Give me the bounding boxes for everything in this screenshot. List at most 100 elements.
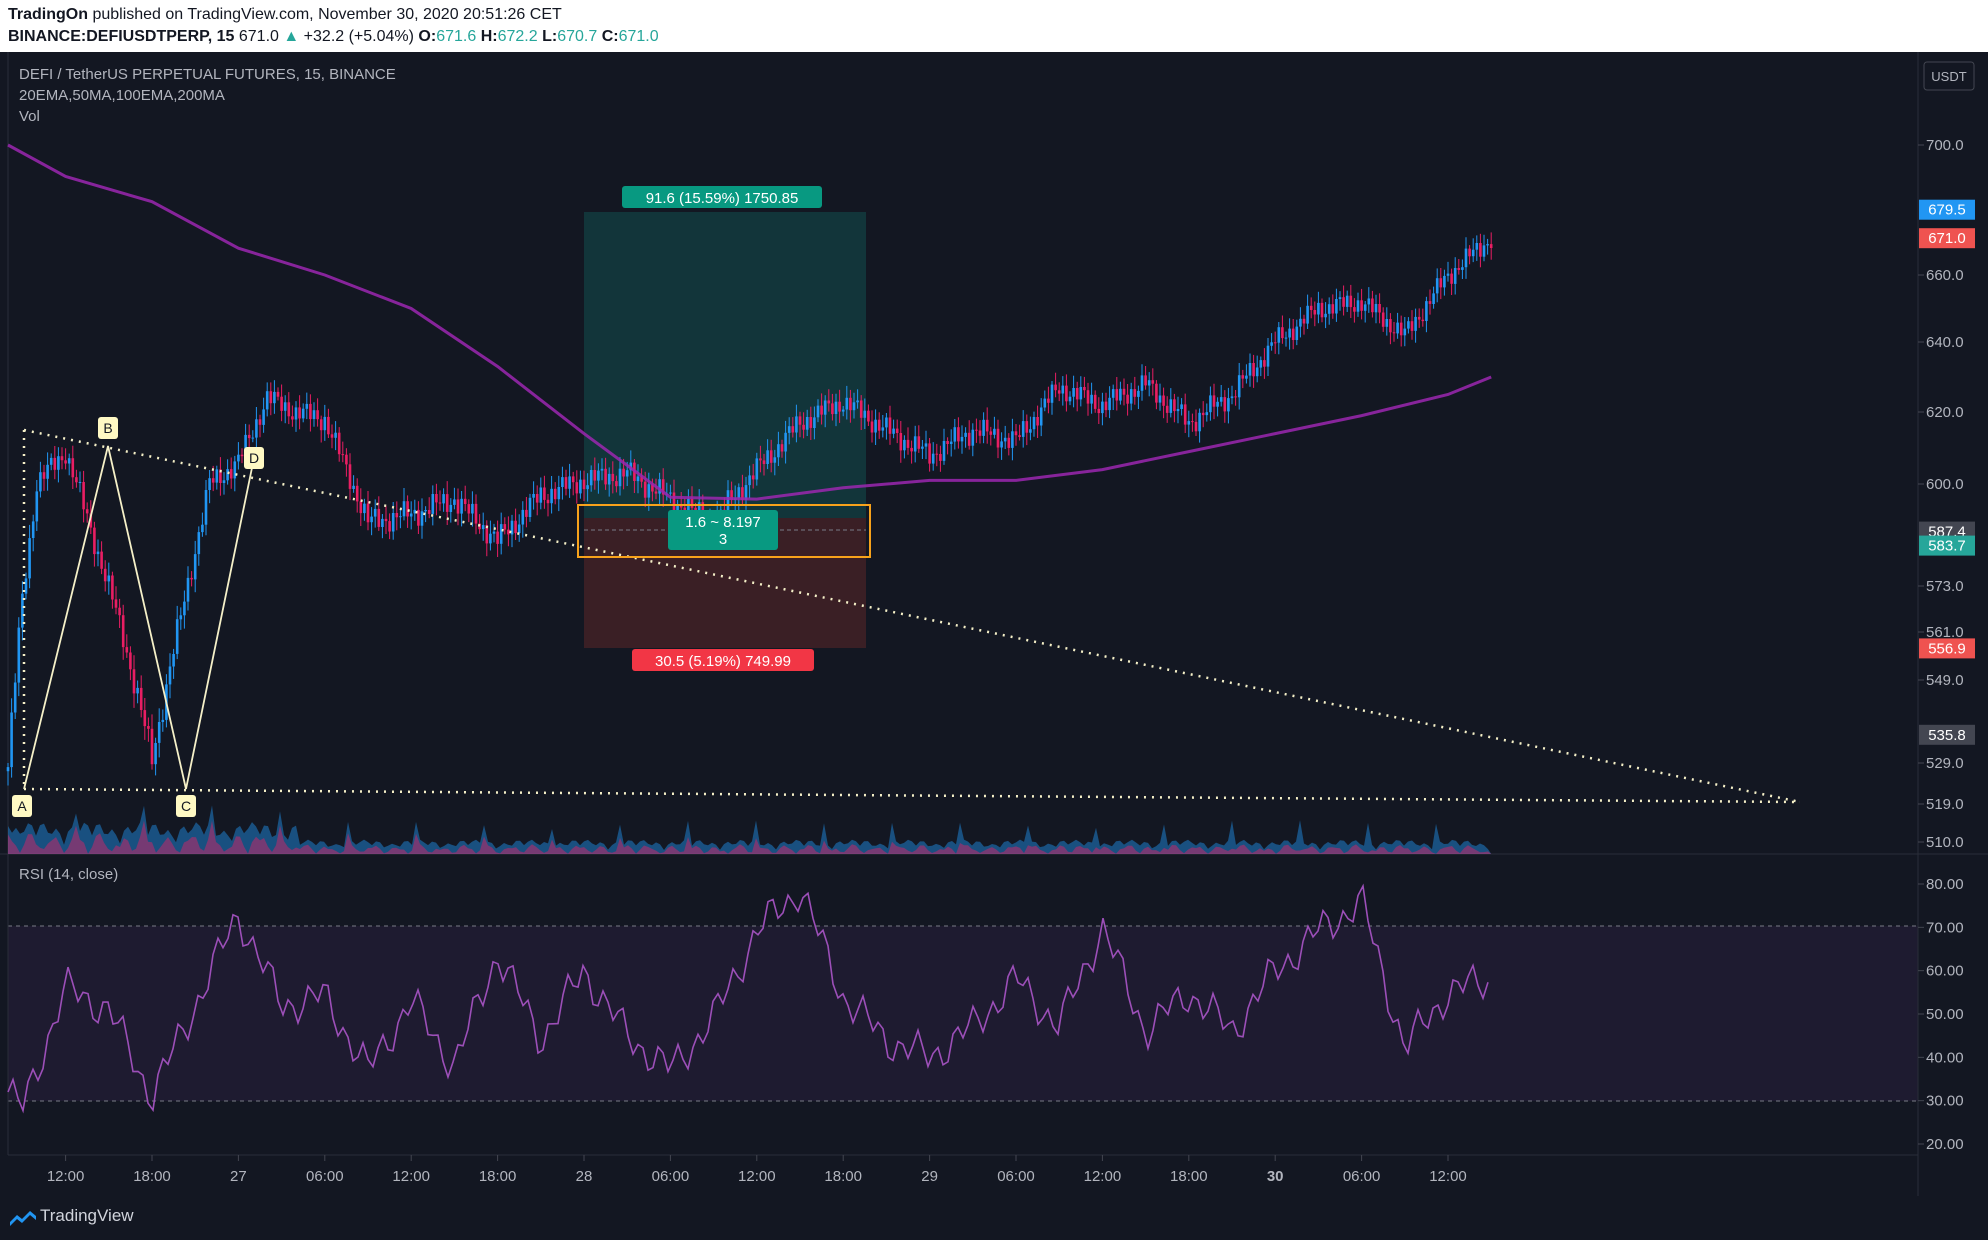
candle-body	[762, 460, 766, 464]
candle-body	[1349, 295, 1353, 308]
target-label-box[interactable]: 91.6 (15.59%) 1750.85	[622, 186, 822, 208]
candle-body	[1183, 404, 1187, 425]
candle-body	[640, 476, 643, 482]
candle-body	[1227, 398, 1230, 412]
price-tag-label: 671.0	[1928, 230, 1966, 247]
ratio-label-box[interactable]: 1.6 ~ 8.197 3	[668, 510, 778, 550]
candle-body	[89, 513, 93, 528]
candle-body	[870, 421, 874, 433]
candle-body	[1234, 396, 1237, 398]
candle-body	[1482, 245, 1486, 257]
stop-label-box[interactable]: 30.5 (5.19%) 749.99	[632, 649, 814, 671]
candle-body	[1378, 304, 1381, 313]
price-tag-label: 535.8	[1928, 727, 1966, 744]
candle-body	[1014, 431, 1018, 436]
candle-body	[571, 476, 575, 483]
candle-body	[168, 666, 172, 685]
candle-body	[24, 578, 28, 594]
candle-body	[1435, 278, 1439, 294]
candle-body	[49, 457, 53, 465]
candle-body	[100, 551, 103, 569]
candle-body	[672, 492, 676, 513]
rsi-tick-label: 60.00	[1926, 963, 1964, 980]
high-value: 672.2	[497, 28, 538, 45]
candle-body	[568, 476, 571, 489]
price-tick-label: 573.0	[1926, 578, 1964, 595]
pattern-label-d: D	[249, 450, 259, 466]
candle-body	[431, 494, 435, 514]
study-legend-vol[interactable]: Vol	[19, 108, 40, 125]
candle-body	[1381, 312, 1385, 327]
candle-body	[820, 405, 823, 415]
candle-body	[535, 494, 539, 503]
tradingview-brand[interactable]: TradingView	[40, 1206, 134, 1225]
candle-body	[780, 444, 784, 452]
candle-body	[399, 516, 402, 518]
candle-body	[96, 551, 100, 555]
rsi-tick-label: 50.00	[1926, 1006, 1964, 1023]
candle-body	[643, 481, 647, 498]
candle-body	[359, 501, 363, 514]
rsi-axis[interactable]: 80.00 70.00 60.00 50.00 40.00 30.00 20.00	[1918, 876, 1964, 1153]
candle-body	[1439, 278, 1443, 288]
candle-body	[1389, 319, 1392, 333]
chart-canvas[interactable]: A B C D 1.6 ~ 8.197 3 91.6 (15.59%) 1750…	[0, 52, 1988, 1196]
candle-body	[1270, 342, 1273, 346]
candle-body	[528, 497, 532, 517]
candle-body	[121, 615, 125, 648]
time-axis[interactable]: 12:00 18:00 27 06:00 12:00 18:00 28 06:00 12:00 1…	[47, 1155, 1467, 1185]
candle-body	[276, 391, 280, 397]
candle-body	[1205, 412, 1209, 416]
candle-body	[1000, 441, 1003, 448]
candle-body	[1137, 390, 1140, 397]
candle-body	[316, 410, 319, 420]
candle-body	[265, 391, 269, 410]
candle-body	[1155, 383, 1158, 403]
candle-body	[1237, 375, 1241, 398]
candle-body	[1313, 310, 1317, 315]
candle-body	[823, 400, 827, 415]
candle-body	[1342, 297, 1345, 307]
currency-button[interactable]: USDT	[1923, 61, 1975, 91]
candle-body	[435, 494, 438, 503]
entry-box[interactable]	[577, 504, 871, 558]
candle-body	[204, 490, 208, 525]
symbol-label: BINANCE:DEFIUSDTPERP, 15	[8, 28, 235, 45]
candle-body	[291, 416, 294, 420]
study-legend-rsi[interactable]: RSI (14, close)	[19, 866, 119, 883]
candle-body	[75, 477, 78, 483]
candle-body	[1284, 337, 1288, 339]
candle-body	[240, 454, 244, 457]
pattern-point-d[interactable]: D	[244, 447, 264, 469]
price-axis[interactable]: 700.0 660.0 640.0 620.0 600.0 573.0 561.0 549.0…	[1918, 137, 1964, 851]
candle-body	[1306, 305, 1309, 324]
candle-body	[964, 432, 967, 437]
pattern-point-a[interactable]: A	[12, 795, 32, 817]
candle-body	[960, 436, 964, 442]
candle-body	[1176, 409, 1180, 412]
price-tick-label: 620.0	[1926, 404, 1964, 421]
price-tag: 535.8	[1919, 724, 1975, 745]
pattern-point-c[interactable]: C	[176, 795, 196, 817]
candle-body	[442, 494, 445, 504]
candle-body	[1335, 299, 1338, 314]
candle-body	[859, 400, 863, 418]
candle-body	[737, 487, 741, 499]
study-legend-ma[interactable]: 20EMA,50MA,100EMA,200MA	[19, 87, 225, 104]
candle-body	[917, 436, 921, 449]
price-tag: 671.0	[1919, 228, 1975, 249]
pattern-point-b[interactable]: B	[98, 417, 118, 439]
symbol-legend[interactable]: DEFI / TetherUS PERPETUAL FUTURES, 15, B…	[19, 66, 396, 83]
candle-body	[1299, 318, 1302, 327]
candle-body	[1191, 421, 1194, 423]
candle-body	[1086, 390, 1090, 404]
candle-body	[654, 491, 658, 494]
candle-body	[406, 501, 409, 517]
candle-body	[258, 419, 262, 425]
candle-body	[1101, 401, 1104, 414]
candle-body	[827, 400, 831, 404]
candle-body	[21, 593, 24, 628]
publisher-name[interactable]: TradingOn	[8, 6, 88, 23]
candle-body	[186, 577, 190, 602]
candle-body	[611, 473, 615, 482]
